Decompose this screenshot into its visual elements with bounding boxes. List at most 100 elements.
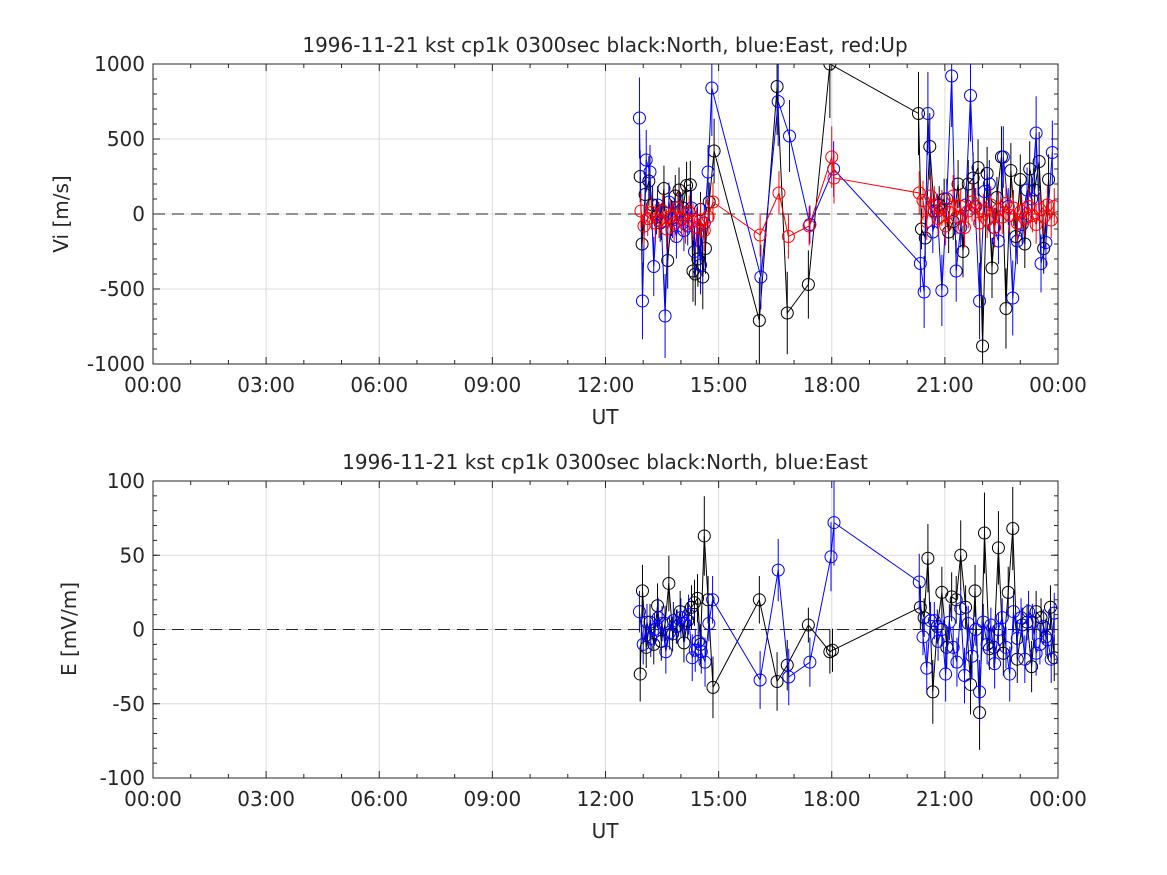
field-y-tick-label: -50 <box>112 692 145 716</box>
velocity-y-tick-label: 0 <box>132 202 145 226</box>
velocity-north-data-point <box>661 254 675 267</box>
velocity-x-tick-label: 18:00 <box>803 373 861 397</box>
field-x-axis-label: UT <box>592 819 620 843</box>
velocity-east-data-point <box>754 270 768 284</box>
field-east-data-point <box>946 640 960 654</box>
velocity-north-data-point <box>702 195 716 209</box>
field-east-data-point <box>803 655 817 669</box>
velocity-panel: 00:00 03:00 06:00 09:00 12:00 15:00 18:00 21:00… <box>49 33 1087 429</box>
velocity-east-data-point <box>635 294 649 308</box>
velocity-x-tick-label: 15:00 <box>690 373 748 397</box>
velocity-north-data-point <box>956 245 970 258</box>
velocity-north-data-point <box>911 107 925 120</box>
field-north-data-point <box>752 593 766 607</box>
field-east-data-point <box>1033 637 1047 651</box>
field-x-tick-label: 00:00 <box>124 787 182 811</box>
field-north-data-point <box>635 584 649 598</box>
velocity-north-data-point <box>951 177 965 191</box>
field-east-data-point <box>670 620 684 634</box>
velocity-up-data-point <box>706 195 720 209</box>
velocity-up-data-point <box>927 198 941 212</box>
field-north-data-point <box>706 680 720 694</box>
field-east-data-point <box>969 623 983 636</box>
velocity-up-data-point <box>634 204 648 218</box>
field-east-data-point <box>1040 633 1054 647</box>
velocity-x-tick-label: 09:00 <box>464 373 522 397</box>
velocity-east-data-point <box>803 218 817 231</box>
field-north-data-point <box>959 600 973 614</box>
velocity-east-data-point <box>639 153 653 167</box>
velocity-north-data-point <box>971 161 985 174</box>
field-east-data-point <box>954 602 968 616</box>
velocity-y-tick-label: 1000 <box>94 52 145 76</box>
field-east-data-point <box>957 669 971 683</box>
field-series <box>632 481 1058 750</box>
velocity-east-data-point <box>913 257 927 270</box>
field-x-tick-label: 09:00 <box>464 787 522 811</box>
velocity-north-data-point <box>985 261 999 275</box>
velocity-up-data-point <box>916 194 930 207</box>
field-east-data-point <box>999 640 1013 654</box>
field-east-data-point <box>965 649 979 663</box>
field-east-data-point <box>1025 615 1039 629</box>
velocity-east-data-point <box>996 150 1010 164</box>
velocity-up-data-point <box>965 195 979 209</box>
velocity-north-data-point <box>801 278 815 291</box>
velocity-east-data-point <box>1029 126 1043 140</box>
field-north-data-point <box>823 645 837 659</box>
velocity-up-data-point <box>935 201 949 215</box>
velocity-north-data-point <box>770 80 784 93</box>
velocity-up-data-point <box>802 219 816 233</box>
velocity-x-tick-label: 03:00 <box>237 373 295 397</box>
field-north-data-point <box>639 640 653 654</box>
field-ticks: 00:00 03:00 06:00 09:00 12:00 15:00 18:00 21:00… <box>100 469 1087 811</box>
velocity-east-data-point <box>1039 236 1053 249</box>
velocity-east-data-point <box>949 264 963 278</box>
field-x-tick-label: 03:00 <box>237 787 295 811</box>
velocity-east-data-point <box>1034 257 1048 270</box>
field-east-data-point <box>939 667 953 681</box>
velocity-grid <box>153 64 1058 364</box>
velocity-y-tick-label: 500 <box>107 127 145 151</box>
velocity-north-data-point <box>1037 242 1051 255</box>
velocity-east-data-point <box>771 95 785 108</box>
velocity-north-data-point <box>780 306 794 320</box>
field-east-data-point <box>659 645 673 659</box>
field-north-data-point <box>1001 585 1015 599</box>
velocity-east-data-point <box>991 234 1005 248</box>
field-east-data-point <box>976 615 990 629</box>
field-east-data-point <box>1029 646 1043 660</box>
field-east-data-point <box>644 631 658 645</box>
velocity-up-data-point <box>924 189 938 203</box>
velocity-up-data-point <box>827 171 841 185</box>
field-east-data-point <box>924 614 938 628</box>
field-east-data-point <box>995 611 1009 625</box>
velocity-up-data-point <box>939 219 953 233</box>
velocity-north-data-point <box>937 192 951 206</box>
electric-field-panel: 00:00 03:00 06:00 09:00 12:00 15:00 18:00 21:00… <box>57 450 1087 843</box>
field-east-data-point <box>702 617 716 631</box>
velocity-ticks: 00:00 03:00 06:00 09:00 12:00 15:00 18:00 21:00… <box>87 52 1087 397</box>
field-east-data-point <box>1010 631 1024 645</box>
field-north-data-point <box>977 526 991 540</box>
field-east-data-point <box>980 637 994 651</box>
velocity-up-data-point <box>1018 212 1032 225</box>
field-east-data-point <box>920 661 934 675</box>
velocity-up-data-point <box>697 224 711 237</box>
field-east-data-point <box>782 670 796 684</box>
velocity-north-data-point <box>691 252 705 266</box>
velocity-east-data-point <box>935 284 949 297</box>
velocity-up-data-point <box>648 216 662 230</box>
velocity-up-data-point <box>1037 210 1051 224</box>
velocity-x-tick-label: 21:00 <box>916 373 974 397</box>
field-north-data-point <box>945 590 959 604</box>
velocity-up-data-point <box>701 210 715 224</box>
velocity-north-data-point <box>1013 173 1027 186</box>
field-north-data-point <box>949 593 963 607</box>
field-east-data-point <box>935 623 949 636</box>
velocity-up-data-point <box>772 186 786 200</box>
field-y-tick-label: -100 <box>100 766 145 790</box>
field-grid <box>153 481 1058 778</box>
field-north-data-point <box>1034 611 1048 625</box>
